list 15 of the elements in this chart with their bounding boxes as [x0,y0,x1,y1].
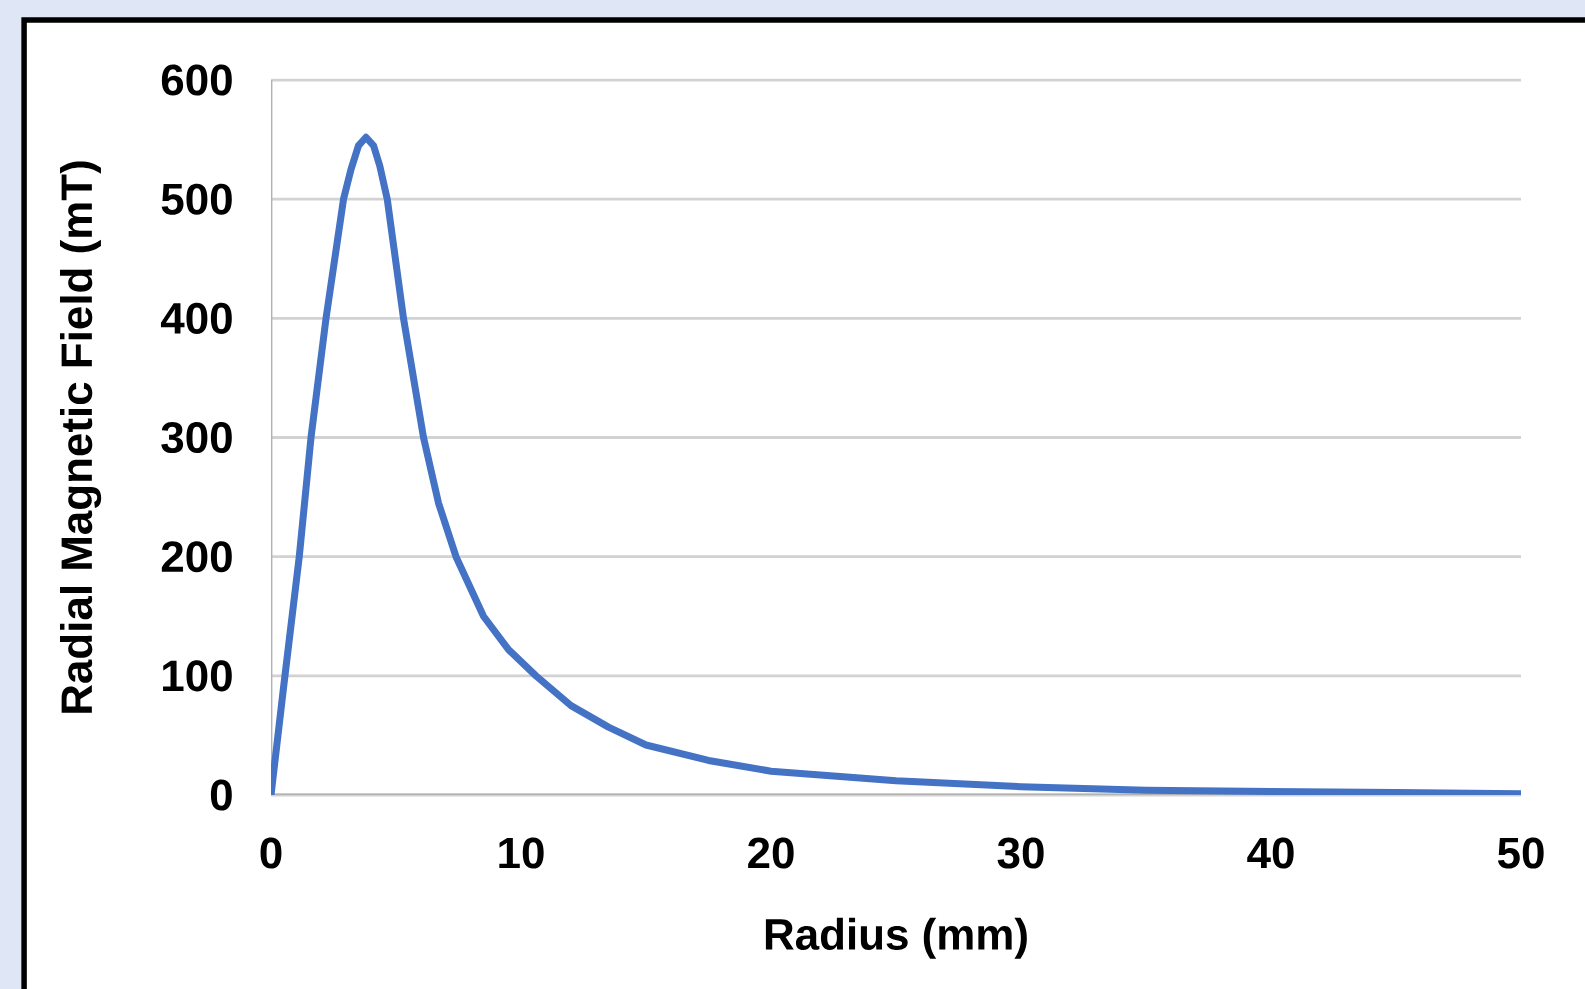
x-tick-label: 50 [1497,837,1544,869]
y-axis-title: Radial Magnetic Field (mT) [59,161,102,713]
y-tick-label: 600 [161,64,232,96]
x-tick-label: 30 [997,837,1044,869]
y-tick-label: 400 [160,302,232,334]
y-tick-label: 500 [161,183,232,215]
y-tick-label: 100 [163,660,232,692]
x-tick-label: 40 [1247,837,1294,869]
x-tick-label: 10 [499,837,544,869]
y-tick-label: 300 [161,421,232,454]
y-tick-label: 0 [210,779,232,811]
x-tick-label: 0 [260,837,282,869]
x-axis-title: Radius (mm) [765,917,1027,959]
x-tick-label: 20 [748,837,794,869]
y-tick-label: 200 [161,541,232,573]
